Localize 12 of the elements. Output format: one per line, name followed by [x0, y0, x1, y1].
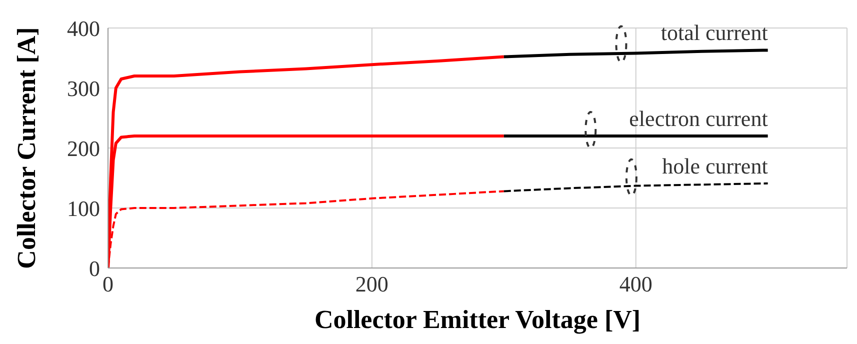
- series-label: total current: [660, 20, 768, 46]
- x-axis-title: Collector Emitter Voltage [V]: [314, 305, 641, 334]
- series-label: hole current: [662, 153, 768, 178]
- y-tick-label: 0: [89, 256, 100, 281]
- series-label: electron current: [629, 106, 768, 131]
- y-axis-title: Collector Current [A]: [12, 27, 42, 269]
- y-tick-label: 400: [67, 16, 100, 41]
- x-tick-label: 400: [619, 272, 652, 297]
- y-tick-label: 100: [67, 196, 100, 221]
- y-tick-label: 200: [67, 136, 100, 161]
- y-tick-label: 300: [67, 76, 100, 101]
- x-tick-label: 200: [355, 272, 388, 297]
